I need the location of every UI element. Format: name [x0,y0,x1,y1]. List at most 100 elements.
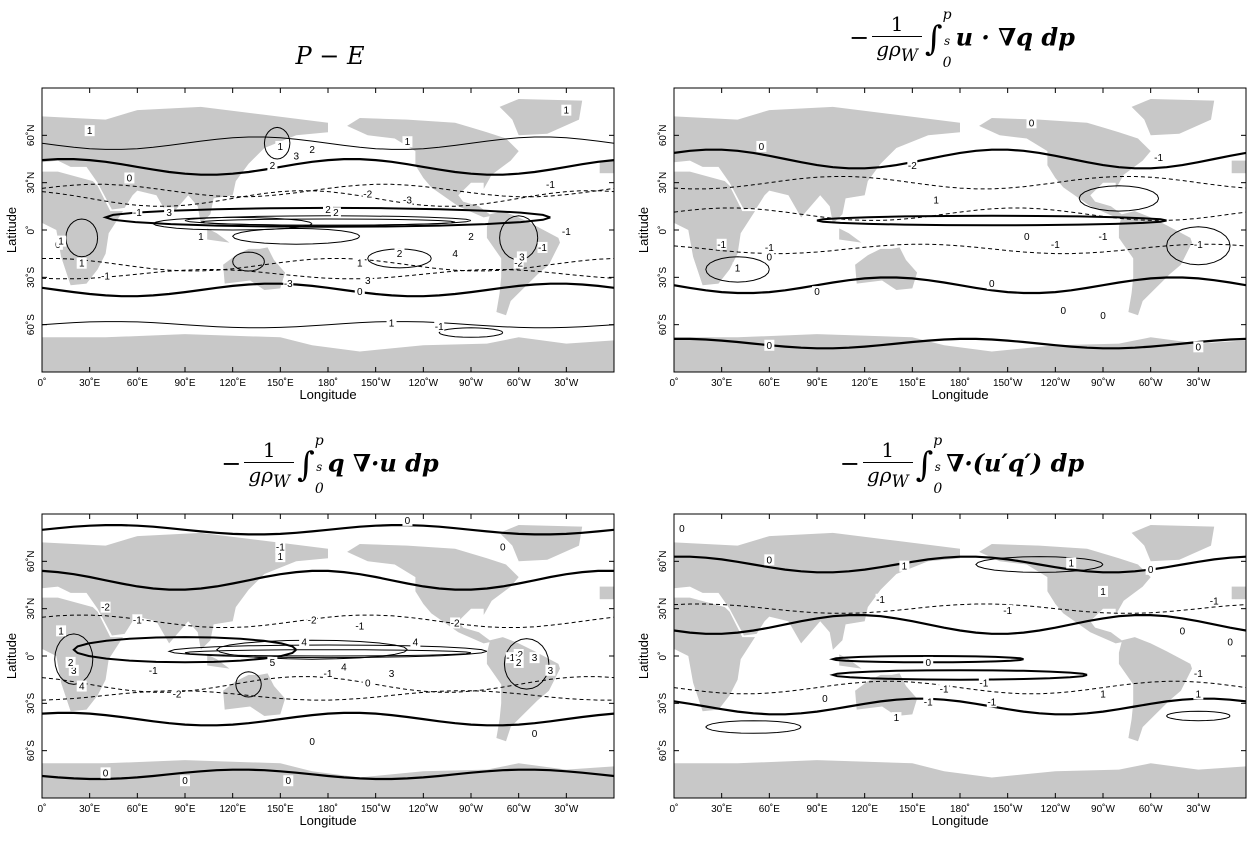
contour-label: 1 [1100,587,1106,598]
contour-line [674,176,1246,190]
y-axis-label: Latitude [4,633,19,679]
contour-label-bg [164,207,175,219]
contour-line [232,251,265,272]
x-tick-label: 150˚W [993,803,1023,815]
contour-label-bg [148,664,159,676]
x-tick-label: 0˚ [38,377,47,389]
contour-label-bg [1193,688,1204,700]
contour-label-bg [76,257,87,269]
contour-label: 3 [532,653,538,664]
contour-line [102,206,551,228]
x-tick-label: 150˚E [899,377,926,389]
contour-label-bg [330,207,341,219]
contour-label-bg [307,735,318,747]
contour-line [674,207,1246,221]
x-tick-label: 30˚W [554,803,578,815]
contour-label-bg [362,188,373,200]
contour-label-bg [764,554,775,566]
contour-label: -1 [717,240,726,251]
x-axis-label: Longitude [299,387,356,402]
x-tick-label: 60˚W [507,803,531,815]
contour-label-bg [907,159,918,171]
contour-label-bg [338,661,349,673]
contour-label-bg [764,339,775,351]
x-tick-label: 0˚ [670,803,679,815]
x-tick-label: 30˚W [1186,803,1210,815]
contour-label: 3 [293,151,299,162]
land-australia [855,247,918,290]
land-africa [674,597,755,712]
panel-advection: −1 gρW ∫ p s 0 u · ∇q dp 0 0 -1 -2 1 -1 0 -1 0 -1 -1 1 0 -1… [632,0,1252,426]
contour-line [42,711,614,727]
contour-line [674,680,1246,695]
contour-label: 4 [79,682,85,693]
contour-label: -1 [987,697,996,708]
contour-label: 1 [1100,689,1106,700]
x-tick-label: 30˚W [1186,377,1210,389]
contour-label: -2 [363,189,372,200]
contour-label: 1 [894,713,900,724]
x-tick-label: 90˚E [174,377,195,389]
contour-label: 0 [103,768,109,779]
x-tick-label: 120˚W [1041,377,1071,389]
panel-convergence: −1 gρW ∫ p s 0 q ∇·u dp 0 0 -1 1 -2 -1 -2 0 1 3 2 4 4 5 4 3 -1… [0,426,620,852]
contour-line [1166,226,1231,266]
contour-label: 2 [333,208,339,219]
x-tick-label: 180˚ [950,377,970,389]
contour-label-bg [545,178,556,190]
x-tick-label: 120˚W [1041,803,1071,815]
contour-label: -1 [876,595,885,606]
contour-label-bg [1225,636,1236,648]
contour-label-bg [923,656,934,668]
panel-transient: −1 gρW ∫ p s 0 ∇·(u′q′) dp 0 0 1 0 -1 1 -1 -1 0 1 -1 1 0 -1… [632,426,1252,852]
y-tick-label: 0˚ [25,226,37,235]
contour-label: 1 [58,237,64,248]
contour-label-bg [283,775,294,787]
contour-label-bg [354,620,365,632]
x-tick-label: 120˚E [219,377,246,389]
map-plot: 0 0 1 0 -1 1 -1 -1 0 1 -1 1 0 -1 1 -1 0 -1 -1 1 0 0˚ 30˚E 60˚E 9… [636,513,1247,828]
contour-label: 0 [759,142,765,153]
land-india-se [839,228,862,243]
y-tick-label: 30˚N [657,598,669,620]
contour-line [215,639,408,660]
y-tick-label: 60˚N [657,124,669,146]
contour-label-bg [307,614,318,626]
contour-line [42,183,614,198]
x-tick-label: 120˚W [409,803,439,815]
contour-label: 0 [1227,637,1233,648]
y-tick-label: 60˚N [25,124,37,146]
contour-label: 0 [767,341,773,352]
y-tick-label: 60˚S [657,740,669,761]
contour-label: 0 [357,287,363,298]
y-tick-label: 30˚S [25,692,37,713]
contour-label-bg [1098,688,1108,700]
contour-line [705,720,802,734]
x-tick-label: 150˚W [361,377,391,389]
x-tick-label: 0˚ [38,803,47,815]
panel-p-minus-e: P − E 1 1 1 1 2 2 3 -1 -2 -3 0 2 3 2 2 -1 1 -2 -3 2 3 4 -1 1 0 -1… [0,0,620,426]
contour-label: 1 [87,126,93,137]
land-greenland [1131,525,1215,562]
x-tick-label: 60˚W [1139,803,1163,815]
contour-label-bg [537,241,548,253]
contour-label-bg [1209,595,1220,607]
contour-line [1165,710,1231,722]
land-antarctica [674,334,1246,372]
contour-label-bg [505,652,516,664]
contour-label-bg [402,136,413,148]
contour-label-bg [545,664,556,676]
contour-label: 1 [405,137,411,148]
contour-label: 3 [519,252,525,263]
contour-label-bg [402,194,413,206]
contour-label: 0 [182,776,188,787]
contour-label: -1 [1003,606,1012,617]
contour-label-bg [716,238,727,250]
contour-label-bg [434,320,445,332]
contour-label-bg [307,144,318,156]
contour-label: 1 [278,142,284,153]
y-axis-label: Latitude [4,207,19,253]
contour-label: 2 [325,205,331,216]
panel-title: −1 gρW ∫ p s 0 u · ∇q dp [849,7,1075,71]
